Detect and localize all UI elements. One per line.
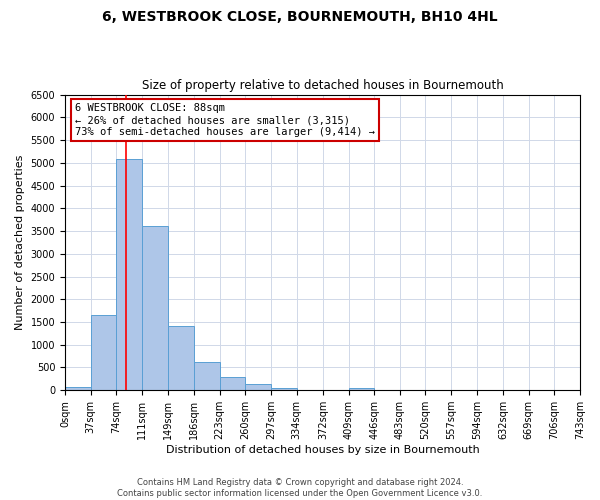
Text: 6, WESTBROOK CLOSE, BOURNEMOUTH, BH10 4HL: 6, WESTBROOK CLOSE, BOURNEMOUTH, BH10 4H… [102,10,498,24]
Bar [271,388,296,390]
X-axis label: Distribution of detached houses by size in Bournemouth: Distribution of detached houses by size … [166,445,479,455]
Bar [220,376,245,390]
Bar [349,388,374,390]
Text: 6 WESTBROOK CLOSE: 88sqm
← 26% of detached houses are smaller (3,315)
73% of sem: 6 WESTBROOK CLOSE: 88sqm ← 26% of detach… [76,104,376,136]
Bar [91,315,116,390]
Bar [194,362,220,390]
Bar [245,384,271,390]
Y-axis label: Number of detached properties: Number of detached properties [15,154,25,330]
Bar [142,226,168,390]
Bar [116,159,142,390]
Bar [168,326,194,390]
Text: Contains HM Land Registry data © Crown copyright and database right 2024.
Contai: Contains HM Land Registry data © Crown c… [118,478,482,498]
Title: Size of property relative to detached houses in Bournemouth: Size of property relative to detached ho… [142,79,503,92]
Bar [65,388,91,390]
